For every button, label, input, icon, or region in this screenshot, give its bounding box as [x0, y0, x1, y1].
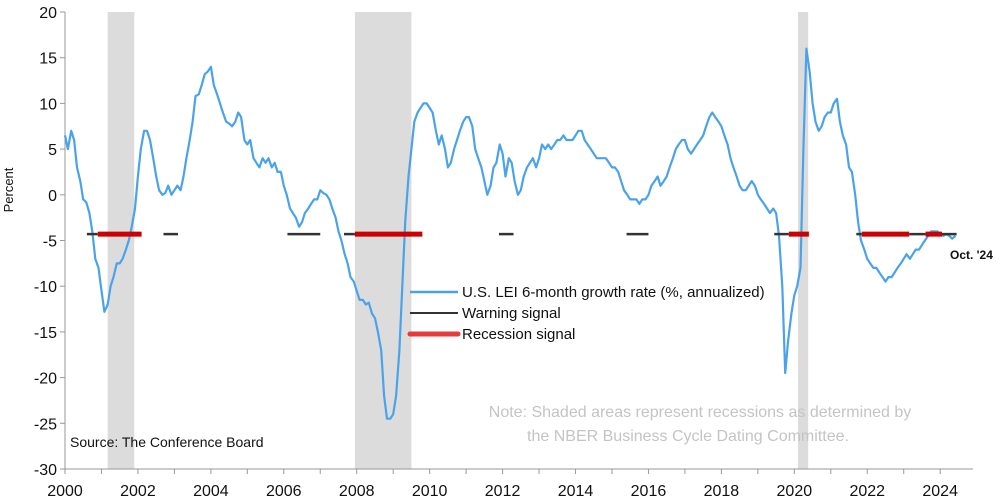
- y-tick-label--20: -20: [34, 371, 57, 388]
- y-tick-label-10: 10: [39, 96, 57, 113]
- lei-series: [63, 47, 957, 420]
- recession-shading: [107, 12, 809, 469]
- lei-line: [63, 47, 957, 420]
- x-tick-label-2018: 2018: [704, 483, 740, 500]
- x-tick-label-2016: 2016: [631, 483, 667, 500]
- legend-label-warning: Warning signal: [462, 305, 561, 322]
- legend: U.S. LEI 6-month growth rate (%, annuali…: [407, 284, 765, 343]
- y-tick-label--30: -30: [34, 462, 57, 479]
- y-tick-label-15: 15: [39, 51, 57, 68]
- y-tick-label-20: 20: [39, 5, 57, 22]
- x-tick-label-2020: 2020: [777, 483, 813, 500]
- end-label: Oct. '24: [950, 248, 993, 262]
- x-tick-label-2010: 2010: [412, 483, 448, 500]
- y-tick-label--25: -25: [34, 416, 57, 433]
- axes: [64, 12, 973, 470]
- y-tick-label-5: 5: [48, 142, 57, 159]
- x-tick-label-2014: 2014: [558, 483, 594, 500]
- y-tick-label--15: -15: [34, 325, 57, 342]
- x-tick-label-2008: 2008: [339, 483, 375, 500]
- x-tick-label-2006: 2006: [266, 483, 302, 500]
- x-tick-label-2002: 2002: [120, 483, 156, 500]
- y-tick-label--10: -10: [34, 279, 57, 296]
- recession-band-1: [354, 12, 412, 469]
- x-tick-label-2012: 2012: [485, 483, 521, 500]
- x-tick-label-2024: 2024: [922, 483, 958, 500]
- note-line-1: Note: Shaded areas represent recessions …: [489, 404, 911, 421]
- source-label: Source: The Conference Board: [70, 434, 264, 450]
- x-tick-labels: 2000 2002 2004 2006 2008 2010 2012 2014 2016 2018…: [47, 469, 958, 500]
- x-tick-label-2004: 2004: [193, 483, 229, 500]
- y-axis-title: Percent: [1, 167, 16, 212]
- x-tick-label-2000: 2000: [47, 483, 83, 500]
- y-tick-label--5: -5: [43, 234, 57, 251]
- y-tick-label-0: 0: [48, 188, 57, 205]
- y-tick-labels: 20 15 10 5 0 -5 -10 -15 -20 -25 -30: [34, 5, 65, 479]
- x-tick-label-2022: 2022: [849, 483, 885, 500]
- recession-band-2: [797, 12, 809, 469]
- legend-label-recession: Recession signal: [462, 326, 575, 343]
- note-line-2: the NBER Business Cycle Dating Committee…: [527, 428, 849, 445]
- recession-band-0: [107, 12, 135, 469]
- legend-label-lei: U.S. LEI 6-month growth rate (%, annuali…: [462, 284, 765, 301]
